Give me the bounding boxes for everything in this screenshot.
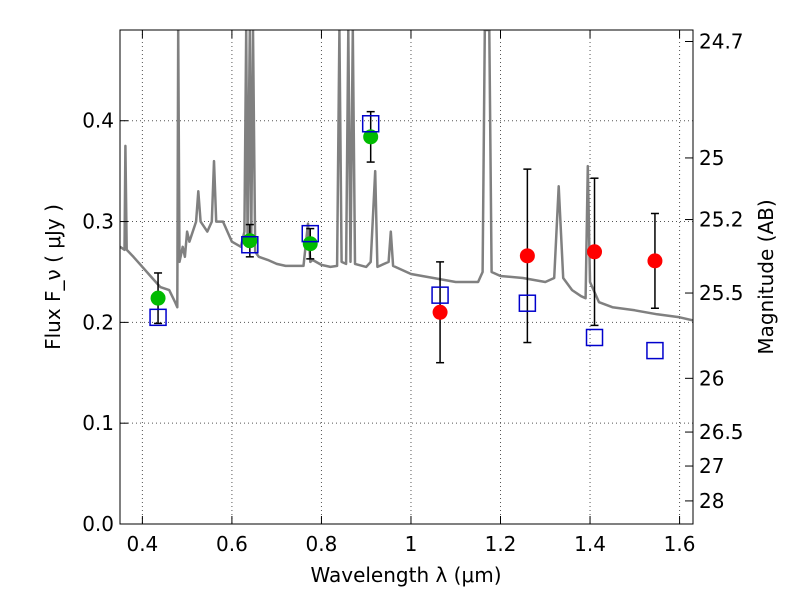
y2-tick-label: 25.2 bbox=[699, 208, 744, 232]
x-axis-title: Wavelength λ (μm) bbox=[310, 563, 501, 587]
y2-tick-label: 26.5 bbox=[699, 420, 744, 444]
model-square-point bbox=[241, 235, 259, 254]
model-square-point bbox=[646, 341, 664, 360]
plot-background bbox=[120, 30, 693, 524]
y2-tick-label: 25 bbox=[699, 146, 724, 170]
red-data-point bbox=[647, 253, 663, 269]
green-data-point bbox=[242, 233, 258, 249]
x-tick-label: 0.6 bbox=[216, 532, 248, 556]
x-tick-label: 1.2 bbox=[485, 532, 517, 556]
y2-tick-label: 24.7 bbox=[699, 29, 744, 53]
y-tick-label: 0.0 bbox=[82, 512, 114, 536]
model-square-point bbox=[149, 308, 167, 327]
x-tick-label: 1.6 bbox=[664, 532, 696, 556]
green-data-point bbox=[302, 236, 318, 252]
y-axis-title: Flux F_ν ( μJy ) bbox=[41, 204, 65, 350]
y-tick-label: 0.2 bbox=[82, 310, 114, 334]
model-square-point bbox=[361, 115, 380, 133]
red-data-point bbox=[432, 304, 448, 320]
y2-tick-label: 26 bbox=[699, 366, 724, 390]
plot-frame bbox=[119, 29, 694, 525]
x-tick-label: 0.4 bbox=[126, 532, 158, 556]
x-tick-label: 1 bbox=[405, 532, 418, 556]
model-square-point bbox=[301, 224, 320, 243]
model-square-point bbox=[431, 286, 449, 304]
y2-tick-label: 28 bbox=[699, 489, 724, 513]
x-tick-label: 0.8 bbox=[306, 532, 338, 556]
y-tick-label: 0.4 bbox=[82, 109, 114, 133]
y-tick-label: 0.3 bbox=[82, 210, 114, 234]
red-data-point bbox=[587, 244, 603, 260]
green-data-point bbox=[150, 290, 166, 306]
model-square-point bbox=[585, 328, 604, 347]
red-data-point bbox=[519, 248, 535, 264]
template-spectrum-line bbox=[120, 30, 693, 322]
x-tick-label: 1.4 bbox=[574, 532, 606, 556]
y2-axis-title: Magnitude (AB) bbox=[754, 199, 778, 354]
ticks: 0.4 0.6 0.8 1 1.2 1.4 1.6 0.0 0.1 0.2 0.3 0.4 24.7 25… bbox=[82, 29, 743, 556]
y-tick-label: 0.1 bbox=[82, 411, 114, 435]
model-square-point bbox=[518, 294, 537, 312]
series-layer bbox=[120, 30, 693, 364]
y2-tick-label: 25.5 bbox=[699, 281, 744, 305]
green-data-point bbox=[363, 129, 379, 145]
y2-tick-label: 27 bbox=[699, 454, 724, 478]
